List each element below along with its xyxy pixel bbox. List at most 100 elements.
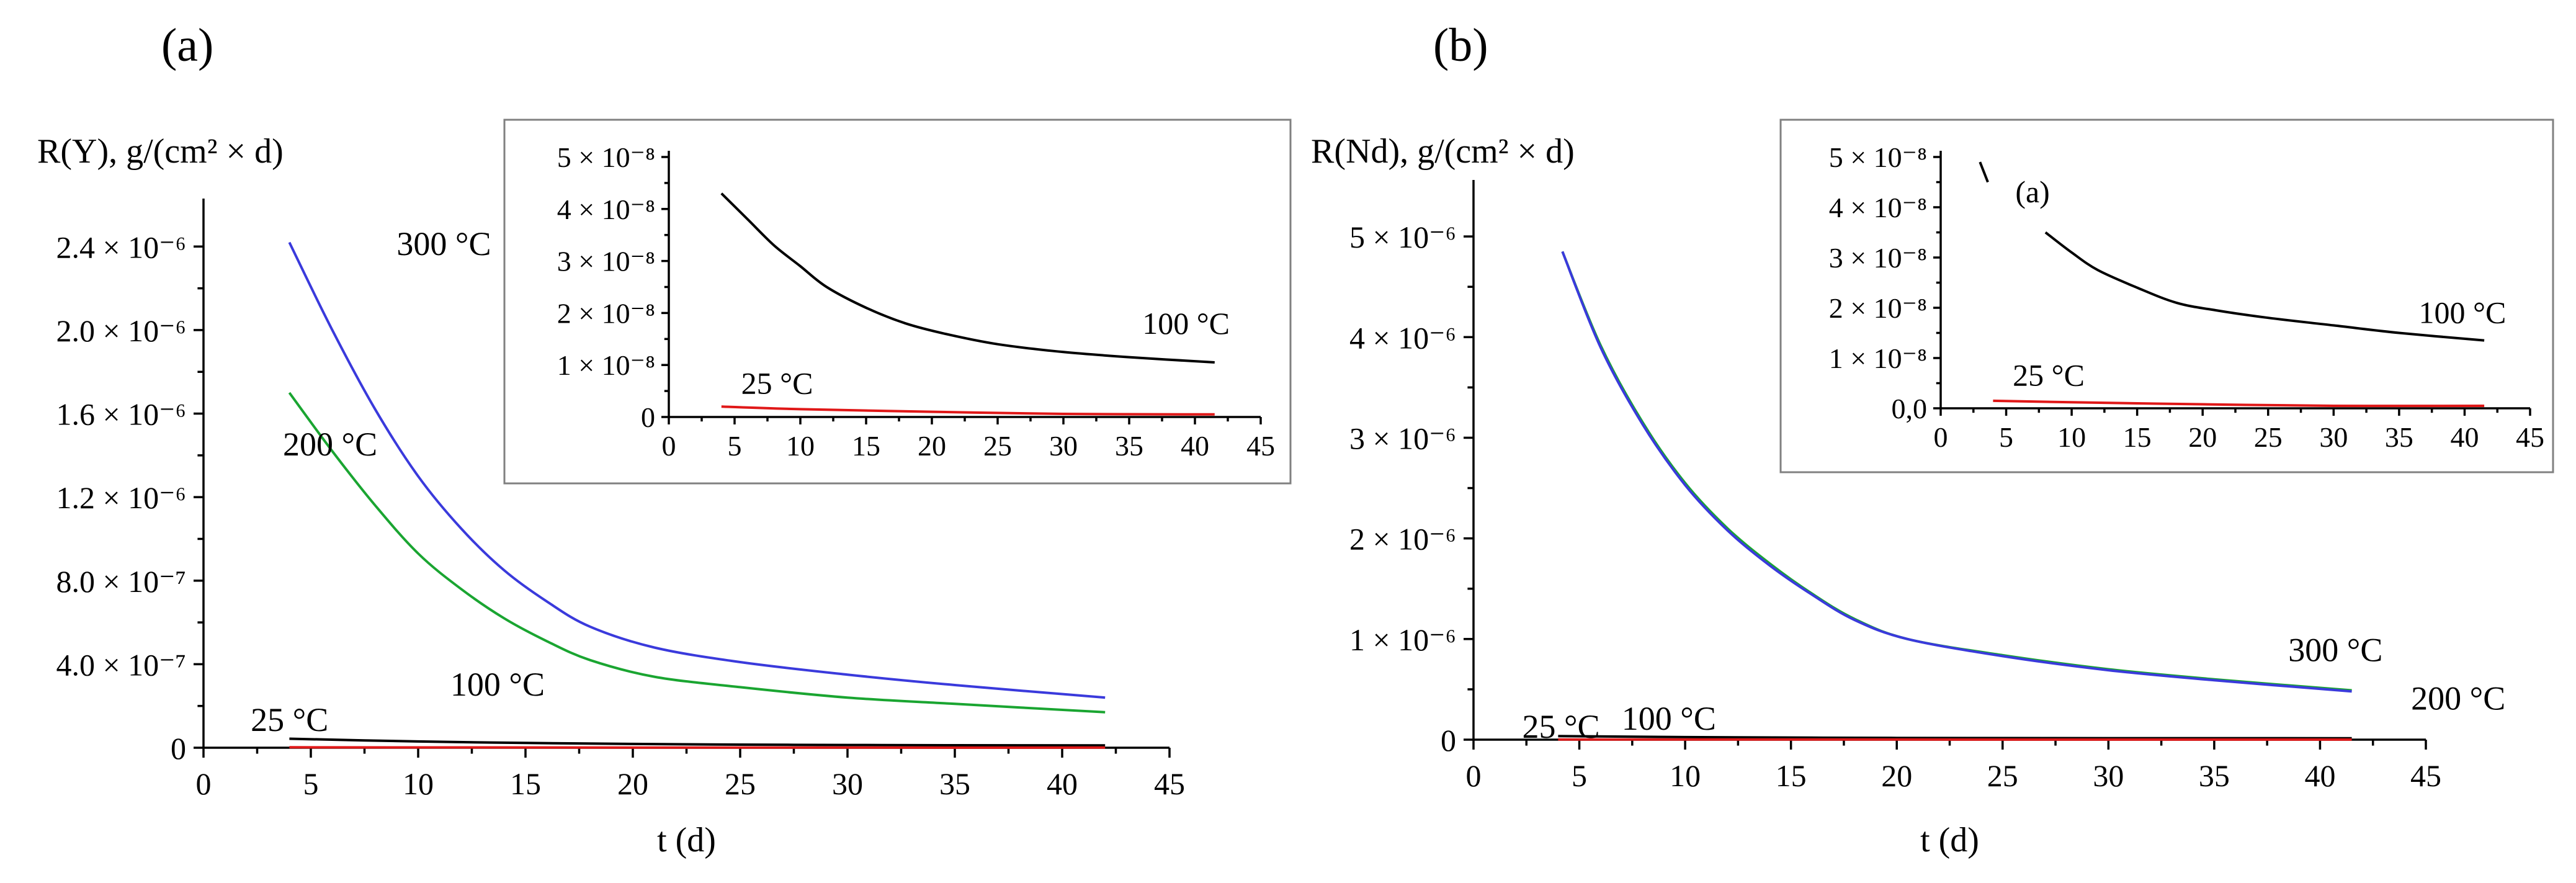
panel-a-main-series-100c	[289, 737, 1106, 747]
panel-b-main-y-tick-label: 1 × 10⁻⁶	[1349, 622, 1456, 657]
panel-b-y-axis-title: R(Nd), g/(cm² × d)	[1311, 132, 1575, 171]
panel-b-main-curve-label: 200 °C	[2411, 679, 2505, 717]
panel-b-inset-x-tick-label: 0	[1934, 421, 1948, 453]
panel-b-main-x-tick-label: 15	[1776, 758, 1807, 793]
panel-a-main-curve-label: 200 °C	[283, 426, 377, 463]
panel-a-inset-y-tick-label: 2 × 10⁻⁸	[557, 297, 655, 329]
panel-b-inset-y-tick-label: 1 × 10⁻⁸	[1829, 343, 1927, 374]
panel-a-inset-frame	[503, 119, 1292, 485]
panel-b-main-curve-label: 100 °C	[1622, 700, 1716, 737]
panel-b-inset-y-tick-label: 0,0	[1892, 393, 1928, 424]
panel-a-inset-x-tick-label: 10	[786, 430, 815, 462]
panel-a-inset-x-tick-label: 15	[852, 430, 880, 462]
panel-a-main-x-tick-label: 0	[196, 766, 212, 801]
panel-b-inset-curve-label: 100 °C	[2419, 295, 2507, 329]
panel-b-main-x-tick-label: 40	[2304, 758, 2335, 793]
panel-b-main-series-100c	[1558, 735, 2352, 740]
panel-a-main-x-tick-label: 20	[617, 766, 648, 801]
panel-a-inset-y-tick-label: 1 × 10⁻⁸	[557, 349, 655, 381]
panel-a-inset: 0 5 10 15 20 25 30 35 40 45 0 1 × 10⁻⁸ 2 × 10⁻⁸ 3 × 1…	[503, 119, 1292, 485]
panel-a-inset-curve-label: 100 °C	[1142, 306, 1230, 341]
panel-b-main-y-tick-label: 5 × 10⁻⁶	[1349, 220, 1456, 254]
panel-a-inset-y-tick-label: 0	[641, 401, 655, 433]
panel-b-main-x-tick-label: 20	[1881, 758, 1912, 793]
panel-a-main-x-tick-label: 35	[939, 766, 970, 801]
panel-a-inset-series-25c	[721, 405, 1215, 416]
panel-a-panel-label: (a)	[161, 19, 213, 71]
panel-a-inset-x-tick-label: 45	[1246, 430, 1275, 462]
panel-b-inset-y-tick-label: 2 × 10⁻⁸	[1829, 292, 1927, 324]
panel-a-main-y-tick-label: 8.0 × 10⁻⁷	[56, 564, 186, 599]
panel-a-main-y-tick-label: 2.4 × 10⁻⁶	[56, 230, 186, 264]
panel-a-main-y-tick-label: 0	[171, 731, 186, 766]
panel-a-main-y-tick-label: 2.0 × 10⁻⁶	[56, 313, 186, 348]
panel-b-inset-frame	[1779, 119, 2554, 473]
panel-b-inset-x-tick-label: 10	[2057, 421, 2086, 453]
panel-a-main-x-tick-label: 25	[725, 766, 756, 801]
panel-b-inset-series-100c	[2044, 231, 2485, 342]
panel-b-inset: 0 5 10 15 20 25 30 35 40 45 0,0 1 × 10⁻⁸ 2 × 10⁻⁸ 3 ×…	[1779, 119, 2554, 473]
panel-a-inset-x-tick-label: 25	[983, 430, 1012, 462]
panel-a-inset-x-tick-label: 5	[728, 430, 742, 462]
panel-b-chart: (b)R(Nd), g/(cm² × d)0 5 10 15 20 25 30 35 40 450…	[1311, 19, 2554, 859]
panel-b-main-x-tick-label: 45	[2410, 758, 2441, 793]
panel-b-main-series-300c	[1561, 251, 2352, 693]
panel-a-main-x-tick-label: 30	[832, 766, 863, 801]
panel-a-inset-x-tick-label: 20	[918, 430, 946, 462]
panel-b-inset-y-tick-label: 3 × 10⁻⁸	[1829, 242, 1927, 274]
panel-a-main-series-200c	[288, 392, 1106, 714]
panel-b-inset-x-tick-label: 45	[2516, 421, 2544, 453]
panel-b-main-y-tick-label: 0	[1441, 723, 1456, 758]
panel-b-main-y-tick-label: 2 × 10⁻⁶	[1349, 522, 1456, 557]
panel-b-inset-series-25c	[1993, 399, 2485, 408]
panel-b-main-x-tick-label: 5	[1572, 758, 1587, 793]
panel-a-inset-x-tick-label: 0	[662, 430, 676, 462]
panel-b-main-y-tick-label: 3 × 10⁻⁶	[1349, 421, 1456, 455]
panel-a-y-axis-title: R(Y), g/(cm² × d)	[37, 132, 284, 171]
panel-a-x-axis-title: t (d)	[657, 821, 716, 859]
panel-b-inset-x-tick-label: 35	[2385, 421, 2413, 453]
panel-b-inset-curve-label: (a)	[2015, 174, 2050, 209]
panel-a-main-curve-label: 300 °C	[396, 225, 491, 262]
panel-a-inset-y-tick-label: 4 × 10⁻⁸	[557, 194, 655, 225]
panel-a-inset-x-tick-label: 40	[1181, 430, 1209, 462]
panel-a-main-x-tick-label: 15	[510, 766, 541, 801]
panel-b-main-x-tick-label: 25	[1987, 758, 2018, 793]
panel-a-inset-series-100c	[720, 192, 1215, 364]
panel-a-inset-y-tick-label: 5 × 10⁻⁸	[557, 141, 655, 173]
panel-b-main-curve-label: 300 °C	[2288, 631, 2382, 668]
panel-a-inset-y-tick-label: 3 × 10⁻⁸	[557, 246, 655, 277]
panel-b-main-x-tick-label: 0	[1466, 758, 1482, 793]
panel-a-main-series-25c	[289, 746, 1106, 749]
panel-b-inset-y-tick-label: 4 × 10⁻⁸	[1829, 192, 1927, 223]
panel-b-main-x-tick-label: 30	[2093, 758, 2124, 793]
panel-a-main-series-300c	[288, 241, 1106, 699]
panel-b-inset-x-tick-label: 25	[2254, 421, 2283, 453]
panel-b-main-curve-label: 25 °C	[1522, 708, 1599, 745]
panel-a-main-x-tick-label: 10	[403, 766, 434, 801]
panel-b-inset-x-tick-label: 15	[2123, 421, 2152, 453]
panel-b-main-y-tick-label: 4 × 10⁻⁶	[1349, 320, 1456, 355]
panel-a-main-x-tick-label: 45	[1154, 766, 1185, 801]
panel-b-inset-x-tick-label: 30	[2319, 421, 2348, 453]
panel-b-inset-stray-segment	[1979, 161, 1989, 183]
panel-a-main-y-tick-label: 4.0 × 10⁻⁷	[56, 647, 186, 682]
panel-a-main-y-tick-label: 1.2 × 10⁻⁶	[56, 480, 186, 515]
panel-a-main-x-tick-label: 40	[1047, 766, 1078, 801]
panel-b-inset-x-tick-label: 40	[2450, 421, 2479, 453]
panel-b-x-axis-title: t (d)	[1920, 821, 1979, 859]
panel-a-main-y-tick-label: 1.6 × 10⁻⁶	[56, 397, 186, 432]
panel-b-inset-x-tick-label: 5	[1999, 421, 2013, 453]
panel-b-inset-x-tick-label: 20	[2188, 421, 2217, 453]
panel-b-main-x-tick-label: 35	[2199, 758, 2230, 793]
panel-a-main-x-tick-label: 5	[303, 766, 319, 801]
panel-a-inset-x-tick-label: 35	[1115, 430, 1143, 462]
panel-b-main-x-tick-label: 10	[1670, 758, 1701, 793]
panel-a-main-curve-label: 25 °C	[251, 701, 328, 738]
panel-b-inset-curve-label: 25 °C	[2013, 358, 2085, 393]
panel-a-inset-x-tick-label: 30	[1049, 430, 1078, 462]
panel-a-chart: (a) R(Y), g/(cm² × d) 0 5 10 15 20 25 30 35 40 45 0 4…	[37, 19, 1292, 859]
panel-a-inset-curve-label: 25 °C	[741, 365, 813, 400]
panel-b-panel-label: (b)	[1433, 19, 1488, 71]
